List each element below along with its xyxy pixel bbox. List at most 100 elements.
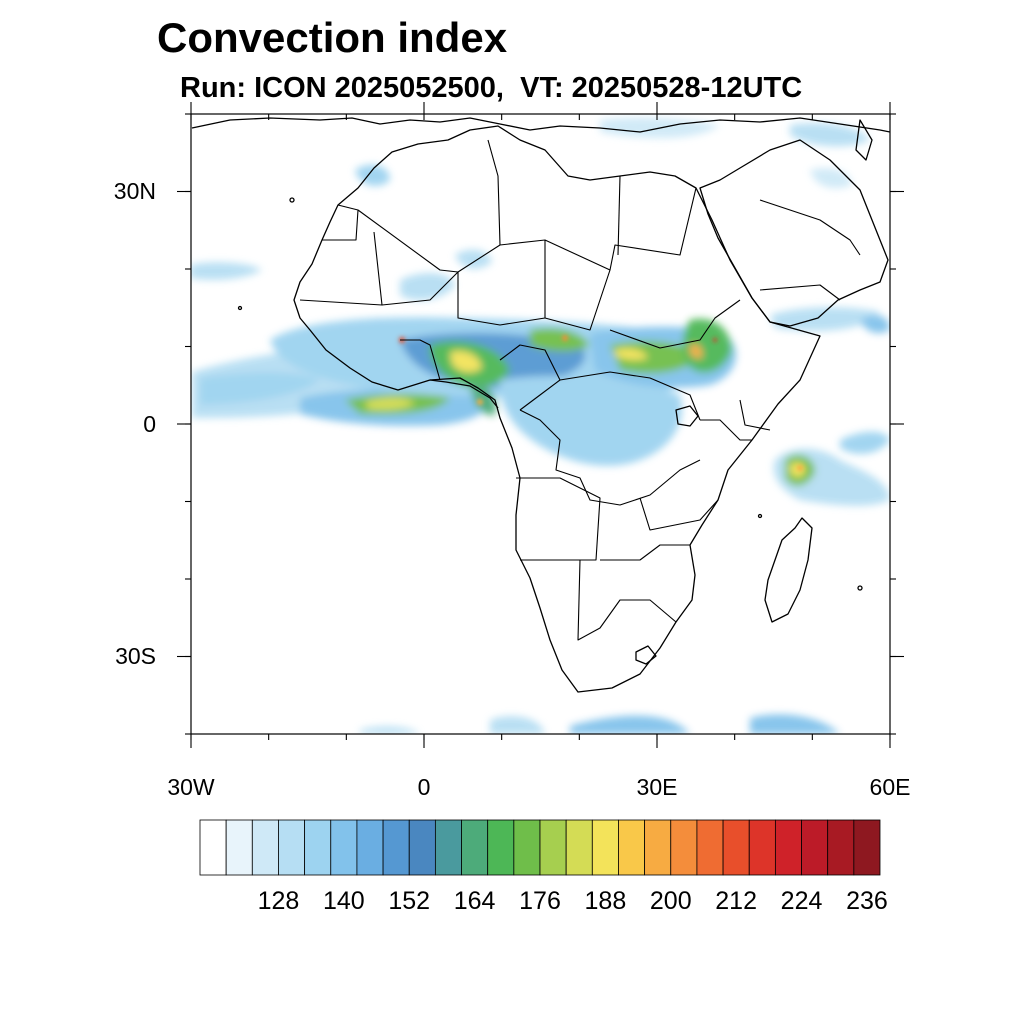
colorbar-swatch <box>853 819 881 876</box>
border-o <box>577 559 677 641</box>
map-title: Convection index <box>157 14 508 61</box>
colorbar-label: 128 <box>257 887 300 915</box>
y-tick-label: 0 <box>143 410 156 437</box>
colorbar-swatch <box>565 819 593 876</box>
border-g <box>544 269 611 331</box>
colorbar-swatch <box>251 819 279 876</box>
border-t <box>759 284 841 301</box>
colorbar <box>199 819 881 876</box>
field-south-d <box>750 714 840 734</box>
border-n <box>600 544 690 561</box>
field-west-sahara <box>191 262 262 280</box>
border-d <box>617 175 621 256</box>
field-south-c <box>570 715 690 734</box>
colorbar-swatch <box>434 819 462 876</box>
island-cape-verde <box>237 305 243 311</box>
y-tick-label: 30N <box>113 178 156 204</box>
border-b <box>357 187 697 273</box>
border-c <box>487 139 501 246</box>
colorbar-swatch <box>670 819 698 876</box>
colorbar-swatch <box>199 819 227 876</box>
border-e <box>299 231 383 306</box>
border-j <box>499 344 561 411</box>
field-south-b <box>490 716 545 734</box>
africa-coastline <box>293 125 821 693</box>
colorbar-swatch <box>801 819 829 876</box>
colorbar-swatch <box>278 819 306 876</box>
x-tick-label: 60E <box>869 774 911 800</box>
island-canary <box>289 197 295 203</box>
colorbar-swatch <box>748 819 776 876</box>
convection-field <box>191 117 890 734</box>
field-sudan-yellow <box>615 348 648 361</box>
colorbar-swatch <box>539 819 567 876</box>
field-cameroon-green <box>470 384 496 416</box>
colorbar-label: 176 <box>519 887 561 915</box>
border-s <box>759 199 861 256</box>
field-iran-patch <box>810 168 852 189</box>
y-tick-label: 30S <box>115 643 156 669</box>
border-m <box>516 477 601 561</box>
colorbar-swatch <box>774 819 802 876</box>
madagascar-coastline <box>764 517 813 623</box>
border-r <box>739 399 771 431</box>
colorbar-swatch <box>408 819 436 876</box>
colorbar-swatch <box>461 819 489 876</box>
colorbar-swatch <box>304 819 332 876</box>
border-l <box>519 409 701 506</box>
field-mali-patch <box>400 273 455 301</box>
map-subtitle: Run: ICON 2025052500, VT: 20250528-12UTC <box>180 72 803 104</box>
field-chad-green <box>530 328 590 352</box>
caspian <box>855 119 873 161</box>
field-nigeria-yellow <box>450 350 482 373</box>
europe-coastline <box>191 117 890 133</box>
colorbar-swatch <box>591 819 619 876</box>
colorbar-label: 224 <box>780 887 823 915</box>
guinea-detail <box>429 379 499 409</box>
speck-orange-b <box>477 399 483 405</box>
colorbar-swatch <box>644 819 672 876</box>
border-a <box>322 204 359 241</box>
colorbar-label: 152 <box>388 887 431 915</box>
colorbar-label: 188 <box>584 887 627 915</box>
field-indian-ocean <box>840 431 890 454</box>
colorbar-swatch <box>722 819 750 876</box>
field-ne-corner <box>860 315 890 334</box>
colorbar-swatch <box>696 819 724 876</box>
island-mauritius <box>857 585 863 591</box>
border-h <box>609 299 741 349</box>
speck-orange-a <box>562 335 568 341</box>
colorbar-label: 164 <box>453 887 496 915</box>
colorbar-label: 212 <box>715 887 757 915</box>
colorbar-swatch <box>330 819 358 876</box>
coastlines <box>191 117 890 693</box>
field-turkey-patch <box>790 123 870 147</box>
border-p <box>639 497 719 531</box>
speck-orange-c <box>797 465 803 471</box>
border-k <box>559 371 701 421</box>
colorbar-swatch <box>487 819 515 876</box>
lesotho <box>635 645 657 665</box>
colorbar-swatch <box>513 819 541 876</box>
field-guinea-yellow <box>365 397 415 410</box>
island-comoros <box>757 513 763 519</box>
colorbar-swatch <box>618 819 646 876</box>
x-tick-label: 30E <box>636 774 678 800</box>
field-libya-patch <box>455 249 492 269</box>
field-ethiopia-green <box>682 318 732 373</box>
field-central-band <box>499 375 682 466</box>
colorbar-label: 200 <box>649 887 692 915</box>
field-morocco <box>355 164 390 186</box>
colorbar-swatch <box>827 819 855 876</box>
colorbar-label: 236 <box>846 887 888 915</box>
country-borders <box>299 139 861 641</box>
colorbar-swatch <box>356 819 384 876</box>
x-tick-label: 0 <box>417 774 431 800</box>
border-i <box>400 339 441 381</box>
border-q <box>700 419 752 441</box>
colorbar-label: 140 <box>322 887 365 915</box>
axis-ticks <box>177 102 904 748</box>
field-atlantic-core <box>200 372 320 405</box>
arabia-coastline <box>699 139 889 327</box>
colorbar-swatch <box>225 819 253 876</box>
